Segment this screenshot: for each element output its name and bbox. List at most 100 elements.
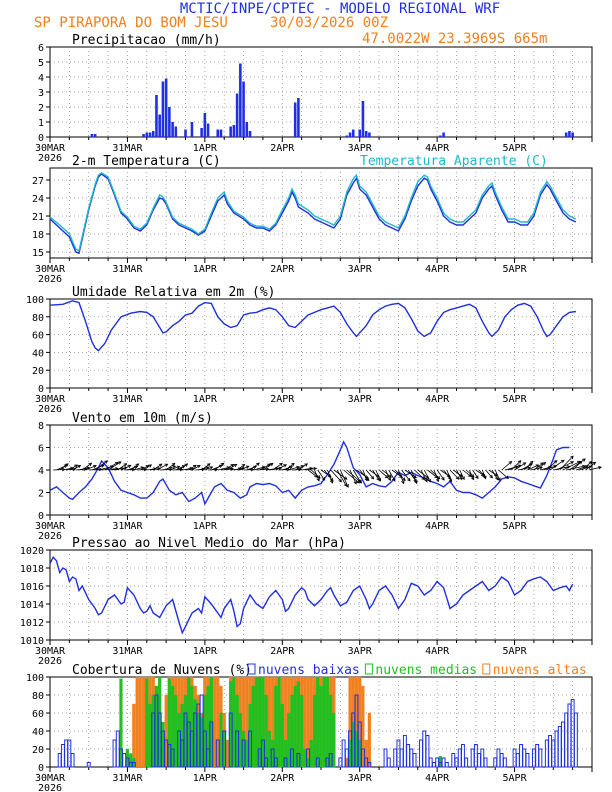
wind-arrow xyxy=(372,469,380,481)
precip-xtick-year: 2026 xyxy=(38,153,62,164)
pres-ytick-label: 1018 xyxy=(20,564,44,575)
wind-arrow xyxy=(246,466,257,471)
wind-arrow xyxy=(478,469,486,478)
wind-arrow-head xyxy=(233,463,238,468)
precip-bar xyxy=(216,129,220,137)
wind-arrow xyxy=(362,469,368,481)
wind-arrow xyxy=(491,469,499,481)
wind-arrow xyxy=(249,462,260,471)
wind-arrow xyxy=(130,463,139,471)
wind-arrow xyxy=(385,469,391,481)
wind-arrow xyxy=(423,469,431,482)
cloud-bar-low xyxy=(283,757,288,768)
cloud-bar-low xyxy=(386,757,391,768)
cloud-bar-low xyxy=(519,744,523,768)
pres-xtick-label: 2APR xyxy=(270,646,295,657)
wind-arrow xyxy=(336,469,347,487)
cloud-bar-low xyxy=(461,744,465,768)
cloud-bar-low xyxy=(422,730,427,768)
header-location: SP PIRAPORA DO BOM JESU xyxy=(34,15,228,31)
wind-arrow xyxy=(69,464,78,471)
temp-ytick-label: 18 xyxy=(32,230,44,241)
pres-xtick-label: 30MAR xyxy=(35,646,66,657)
cloud-bar-low xyxy=(473,744,478,768)
temp-xtick-label: 4APR xyxy=(425,264,450,275)
wind-arrow-head xyxy=(140,466,145,470)
cloud-ytick-label: 20 xyxy=(32,745,44,756)
cloud-xtick-label: 2APR xyxy=(270,773,295,784)
wind-arrow-head xyxy=(164,463,169,467)
wind-arrow-head xyxy=(560,459,565,464)
cloud-bar-low xyxy=(409,748,414,768)
cloud-bar-low xyxy=(496,748,501,768)
precip-bar xyxy=(151,131,155,137)
wind-arrow xyxy=(569,458,586,471)
precip-bar xyxy=(161,81,165,137)
wind-arrow xyxy=(169,466,180,471)
rh-xtick-label: 2APR xyxy=(270,394,295,405)
cloud-bar-low xyxy=(477,753,482,768)
wind-arrow xyxy=(317,469,325,481)
cloud-bar-low xyxy=(444,762,449,768)
cloud-bar-mid xyxy=(174,694,178,768)
wind-arrow xyxy=(566,465,586,471)
wind-ytick-label: 6 xyxy=(38,444,44,455)
temp-ytick-label: 27 xyxy=(32,176,44,187)
wind-arrow-head xyxy=(436,475,441,480)
rh-series-0 xyxy=(49,300,576,352)
pres-xtick-label: 5APR xyxy=(503,646,528,657)
rh-xtick-label: 5APR xyxy=(503,394,528,405)
wind-arrow xyxy=(178,463,188,471)
wind-arrow xyxy=(588,466,602,471)
wind-arrow-head xyxy=(421,476,425,481)
temp-xtick-label: 31MAR xyxy=(112,264,143,275)
wind-arrow-head xyxy=(570,461,575,465)
cloud-bar-mid xyxy=(293,685,297,768)
cloud-bar-low xyxy=(412,753,417,768)
wind-arrow xyxy=(472,469,479,479)
precip-bar xyxy=(171,122,174,137)
wind-arrow xyxy=(459,469,465,480)
precip-xtick-label: 5APR xyxy=(503,143,528,154)
wind-arrow-head xyxy=(123,463,128,467)
temp-title: 2-m Temperatura (C) xyxy=(72,154,221,169)
wind-arrow-head xyxy=(226,466,231,470)
wind-arrow-head xyxy=(370,475,375,480)
wind-arrow-head xyxy=(517,460,522,464)
wind-ytick-label: 0 xyxy=(38,511,44,522)
wind-arrow-head xyxy=(127,464,132,469)
wind-arrow-head xyxy=(582,458,586,462)
header-coords: 47.0022W 23.3969S 665m xyxy=(362,31,547,47)
cloud-bar-low xyxy=(248,730,252,768)
precip-bar xyxy=(245,122,249,137)
wind-arrow xyxy=(585,462,596,471)
wind-arrow xyxy=(85,465,97,471)
wind-arrow-head xyxy=(283,464,288,468)
cloud-bar-low xyxy=(464,757,469,768)
wind-arrow xyxy=(462,469,472,477)
wind-arrow xyxy=(298,463,308,471)
cloud-bar-low xyxy=(561,721,565,768)
cloud-bar-low xyxy=(548,735,553,768)
wind-arrow-head xyxy=(296,465,300,470)
pres-xtick-label: 3APR xyxy=(348,646,373,657)
wind-arrow xyxy=(427,469,438,478)
cloud-bar-low xyxy=(419,739,423,768)
wind-arrow-head xyxy=(588,461,593,465)
wind-arrow xyxy=(562,461,581,471)
wind-arrow xyxy=(220,468,234,471)
precip-bar xyxy=(158,114,161,137)
precip-bar xyxy=(358,129,362,137)
precip-bar xyxy=(93,134,97,137)
wind-arrow xyxy=(549,459,565,471)
wind-arrow-head xyxy=(448,478,453,483)
cloud-bar-low xyxy=(296,753,301,768)
wind-arrow xyxy=(507,464,521,471)
cloud-bar-low xyxy=(264,757,269,768)
wind-arrow xyxy=(120,465,131,471)
cloud-bar-high xyxy=(132,703,136,768)
wind-arrow xyxy=(488,469,498,477)
precip-ytick-label: 6 xyxy=(38,43,44,54)
wind-arrow-head xyxy=(209,466,214,470)
